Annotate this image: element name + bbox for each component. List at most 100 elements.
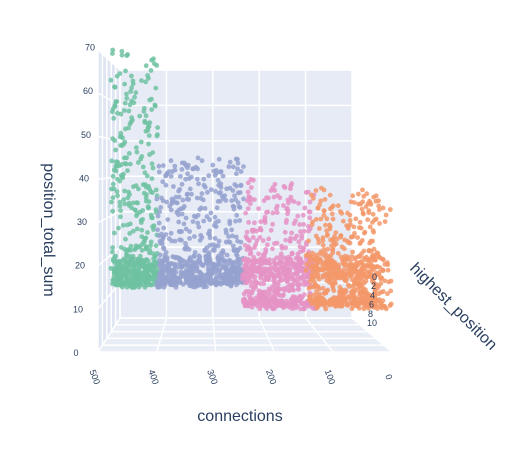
data-point <box>157 252 163 258</box>
data-point <box>235 156 240 162</box>
data-point <box>223 277 229 283</box>
data-point <box>183 215 189 221</box>
data-point <box>157 209 163 215</box>
data-point <box>195 220 201 226</box>
data-point <box>124 252 129 257</box>
data-point <box>340 218 346 224</box>
data-point <box>357 291 363 297</box>
data-point <box>229 198 235 204</box>
data-point <box>333 280 338 286</box>
x-tick-label: 500 <box>88 368 103 386</box>
z-tick-label: 60 <box>83 86 93 96</box>
data-point <box>331 240 337 246</box>
data-point <box>351 263 356 268</box>
data-point <box>196 224 202 230</box>
data-point <box>195 166 201 172</box>
data-point <box>119 272 125 278</box>
data-point <box>218 190 223 195</box>
data-point <box>270 246 275 252</box>
data-point <box>275 291 281 297</box>
data-point <box>108 77 114 83</box>
data-point <box>324 216 330 222</box>
data-point <box>143 273 149 279</box>
data-point <box>176 219 182 225</box>
data-point <box>292 236 298 242</box>
data-point <box>258 219 264 225</box>
data-point <box>268 227 274 233</box>
data-point <box>265 242 270 248</box>
data-point <box>241 164 246 170</box>
data-point <box>279 277 285 283</box>
data-point <box>227 240 233 245</box>
data-point <box>348 222 353 227</box>
data-point <box>139 234 145 240</box>
data-point <box>333 230 339 236</box>
data-point <box>246 220 252 225</box>
data-point <box>290 287 296 293</box>
data-point <box>342 266 347 272</box>
data-point <box>325 246 331 252</box>
data-point <box>109 186 114 192</box>
data-point <box>208 210 214 216</box>
data-point <box>147 250 152 256</box>
data-point <box>175 265 181 270</box>
data-point <box>137 113 143 119</box>
data-point <box>153 270 159 275</box>
data-point <box>314 252 319 258</box>
data-point <box>136 186 141 192</box>
data-point <box>141 263 147 268</box>
data-point <box>190 219 196 225</box>
data-point <box>350 193 356 199</box>
data-point <box>293 305 298 311</box>
data-point <box>116 269 121 275</box>
data-point <box>178 206 184 212</box>
data-point <box>130 228 136 234</box>
data-point <box>263 249 269 255</box>
y-tick-label: 2 <box>371 281 376 291</box>
data-point <box>230 243 236 249</box>
data-point <box>329 211 335 217</box>
z-tick-label: 40 <box>79 173 89 183</box>
data-point <box>142 284 148 290</box>
data-point <box>122 188 127 194</box>
data-point <box>257 235 263 240</box>
data-point <box>341 274 347 280</box>
data-point <box>362 229 368 235</box>
data-point <box>248 201 253 207</box>
data-point <box>343 278 349 284</box>
data-point <box>169 200 175 206</box>
data-point <box>258 273 263 279</box>
data-point <box>200 278 206 284</box>
data-point <box>245 180 251 186</box>
data-point <box>163 173 169 179</box>
data-point <box>188 283 193 288</box>
data-point <box>322 197 328 202</box>
data-point <box>169 196 175 202</box>
data-point <box>338 233 344 239</box>
data-point <box>146 133 152 139</box>
y-tick-label: 8 <box>368 309 373 319</box>
data-point <box>288 276 294 282</box>
data-point <box>176 229 182 234</box>
data-point <box>145 73 151 78</box>
data-point <box>360 300 366 305</box>
data-point <box>286 258 292 263</box>
data-point <box>196 269 202 275</box>
data-point <box>135 200 141 206</box>
data-point <box>149 190 155 196</box>
data-point <box>258 259 264 265</box>
data-point <box>350 249 355 255</box>
data-point <box>179 167 185 172</box>
data-point <box>172 238 178 244</box>
data-point <box>292 265 298 271</box>
data-point <box>281 305 286 310</box>
data-point <box>374 264 379 270</box>
data-point <box>143 63 149 69</box>
data-point <box>263 260 269 266</box>
data-point <box>110 249 115 255</box>
data-point <box>306 228 312 234</box>
data-point <box>215 257 221 263</box>
data-point <box>320 285 326 291</box>
data-point <box>385 267 391 273</box>
data-point <box>314 262 319 268</box>
